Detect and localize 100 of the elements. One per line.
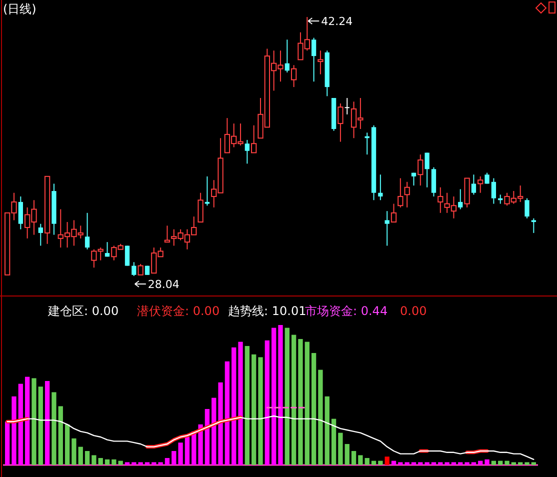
bar — [351, 451, 356, 465]
bar — [478, 460, 483, 465]
candlestick — [132, 262, 136, 276]
candlestick — [431, 166, 436, 197]
bar — [24, 376, 30, 465]
bar — [152, 462, 156, 465]
bar — [64, 424, 70, 465]
bar — [418, 462, 423, 465]
candlestick — [491, 178, 496, 204]
bar — [184, 437, 190, 465]
bar — [52, 392, 56, 465]
candlestick — [338, 102, 344, 142]
candlestick — [138, 263, 144, 276]
candlestick — [198, 192, 204, 223]
bar — [112, 459, 116, 465]
text: 市场资金: 0.44 — [305, 304, 388, 318]
candlestick — [418, 154, 424, 186]
bar — [144, 462, 150, 465]
bar — [411, 462, 416, 465]
candlestick — [471, 174, 476, 196]
candlestick — [244, 139, 250, 164]
bar — [298, 339, 303, 465]
bar — [284, 328, 290, 465]
text: 28.04 — [148, 278, 180, 291]
bar — [524, 462, 530, 465]
bar — [338, 432, 343, 465]
bar — [431, 462, 436, 465]
bar — [78, 446, 83, 465]
bar — [291, 334, 296, 465]
bar — [371, 460, 376, 465]
bar — [318, 370, 323, 465]
candlestick — [344, 97, 350, 115]
candlestick — [18, 196, 23, 230]
bar — [224, 361, 230, 465]
bar — [484, 459, 490, 465]
bar — [104, 459, 110, 465]
candlestick — [524, 198, 530, 219]
bar — [504, 460, 510, 465]
bar — [358, 455, 363, 465]
bar — [44, 381, 50, 465]
candlestick — [204, 176, 210, 206]
text: 趋势线: 10.01 — [228, 304, 306, 318]
bar — [32, 378, 36, 465]
bar — [178, 442, 183, 465]
chart-title: (日线) — [3, 2, 36, 16]
bar — [278, 325, 283, 465]
bar — [464, 462, 470, 465]
candlestick — [390, 203, 397, 223]
bar — [458, 462, 463, 465]
candlestick — [404, 181, 410, 208]
bar — [471, 462, 476, 465]
bar — [438, 462, 443, 465]
candlestick — [164, 225, 170, 243]
candlestick — [84, 212, 90, 250]
bar — [244, 346, 250, 465]
candlestick — [378, 174, 383, 201]
bar — [272, 328, 276, 465]
candlestick — [438, 186, 444, 214]
candlestick — [411, 172, 416, 186]
bar — [84, 451, 90, 465]
candlestick — [38, 223, 43, 246]
bar — [331, 418, 336, 465]
bar — [172, 451, 176, 465]
bar — [424, 462, 430, 465]
bar — [304, 342, 310, 465]
bar — [264, 340, 270, 465]
candlestick — [104, 242, 110, 258]
bar — [232, 347, 236, 465]
bar — [158, 462, 163, 465]
bar — [451, 462, 456, 465]
bar — [324, 396, 330, 465]
bar — [311, 353, 316, 465]
text: 建仓区: 0.00 — [47, 304, 119, 318]
bar — [204, 409, 210, 465]
bar — [491, 460, 496, 465]
candlestick — [531, 218, 536, 234]
bar — [198, 424, 203, 465]
bar — [5, 422, 10, 465]
candlestick — [251, 124, 257, 154]
bar — [344, 444, 350, 465]
text: 潜伏资金: 0.00 — [137, 304, 220, 318]
bar — [118, 460, 123, 465]
bar — [518, 462, 523, 465]
candlestick — [290, 64, 297, 88]
bar — [92, 455, 96, 465]
bar — [12, 396, 16, 465]
candlestick — [478, 176, 484, 194]
annotation: 42.24 — [321, 15, 353, 28]
candlestick — [398, 178, 404, 208]
bar — [531, 462, 536, 465]
candlestick — [458, 188, 463, 210]
bar — [218, 382, 223, 465]
bar — [444, 462, 450, 465]
bar — [18, 384, 23, 465]
bar — [258, 357, 263, 465]
candlestick — [424, 152, 430, 188]
bar — [511, 462, 516, 465]
candlestick — [311, 37, 316, 82]
bar — [238, 342, 243, 465]
bar — [212, 398, 216, 465]
